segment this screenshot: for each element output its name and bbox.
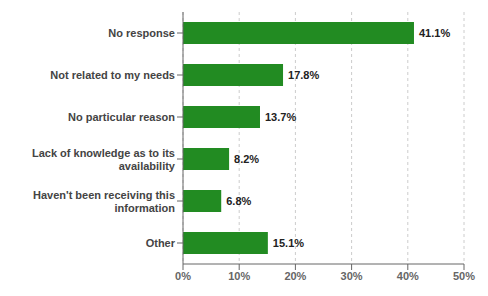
svg-text:Not related to my needs: Not related to my needs	[50, 69, 175, 81]
svg-text:10%: 10%	[228, 270, 250, 282]
svg-text:20%: 20%	[284, 270, 306, 282]
svg-text:Haven't been receiving thisinf: Haven't been receiving thisinformation	[33, 189, 175, 214]
svg-text:Lack of knowledge as to itsava: Lack of knowledge as to itsavailability	[32, 147, 176, 172]
svg-text:15.1%: 15.1%	[273, 237, 304, 249]
svg-text:6.8%: 6.8%	[226, 195, 251, 207]
svg-text:No particular reason: No particular reason	[68, 111, 175, 123]
svg-text:41.1%: 41.1%	[419, 27, 450, 39]
svg-text:40%: 40%	[397, 270, 419, 282]
svg-text:30%: 30%	[341, 270, 363, 282]
svg-text:No response: No response	[108, 27, 175, 39]
svg-text:17.8%: 17.8%	[288, 69, 319, 81]
svg-text:50%: 50%	[453, 270, 475, 282]
svg-text:13.7%: 13.7%	[265, 111, 296, 123]
svg-text:8.2%: 8.2%	[234, 153, 259, 165]
svg-text:Other: Other	[146, 237, 176, 249]
svg-text:0%: 0%	[175, 270, 191, 282]
